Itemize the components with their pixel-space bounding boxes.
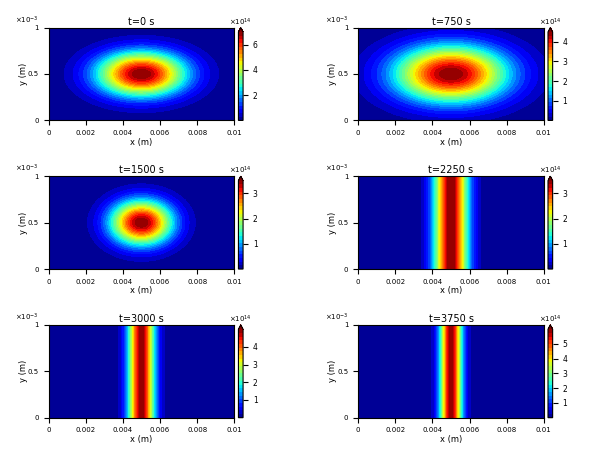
Title: $\times10^{14}$: $\times10^{14}$: [539, 165, 561, 176]
Title: $\times10^{14}$: $\times10^{14}$: [539, 16, 561, 28]
Title: t=3750 s: t=3750 s: [429, 314, 473, 324]
Y-axis label: y (m): y (m): [19, 63, 28, 85]
PathPatch shape: [548, 28, 552, 32]
Y-axis label: y (m): y (m): [328, 63, 337, 85]
Text: $\times10^{-3}$: $\times10^{-3}$: [325, 163, 348, 174]
Title: $\times10^{14}$: $\times10^{14}$: [229, 313, 252, 325]
Y-axis label: y (m): y (m): [328, 360, 337, 382]
Title: t=0 s: t=0 s: [128, 17, 155, 27]
X-axis label: x (m): x (m): [440, 286, 462, 295]
X-axis label: x (m): x (m): [440, 138, 462, 146]
Y-axis label: y (m): y (m): [328, 212, 337, 234]
X-axis label: x (m): x (m): [131, 138, 152, 146]
Title: t=3000 s: t=3000 s: [119, 314, 164, 324]
X-axis label: x (m): x (m): [131, 286, 152, 295]
Text: $\times10^{-3}$: $\times10^{-3}$: [15, 14, 39, 26]
PathPatch shape: [548, 325, 552, 329]
X-axis label: x (m): x (m): [131, 435, 152, 444]
PathPatch shape: [239, 28, 243, 32]
Y-axis label: y (m): y (m): [19, 360, 28, 382]
Text: $\times10^{-3}$: $\times10^{-3}$: [15, 163, 39, 174]
PathPatch shape: [239, 176, 243, 180]
Title: t=2250 s: t=2250 s: [429, 165, 473, 175]
Text: $\times10^{-3}$: $\times10^{-3}$: [325, 312, 348, 323]
Title: $\times10^{14}$: $\times10^{14}$: [229, 165, 252, 176]
Text: $\times10^{-3}$: $\times10^{-3}$: [15, 312, 39, 323]
PathPatch shape: [548, 176, 552, 180]
Y-axis label: y (m): y (m): [19, 212, 28, 234]
Text: $\times10^{-3}$: $\times10^{-3}$: [325, 14, 348, 26]
X-axis label: x (m): x (m): [440, 435, 462, 444]
Title: t=1500 s: t=1500 s: [119, 165, 164, 175]
Title: $\times10^{14}$: $\times10^{14}$: [229, 16, 252, 28]
PathPatch shape: [239, 325, 243, 329]
Title: t=750 s: t=750 s: [432, 17, 470, 27]
Title: $\times10^{14}$: $\times10^{14}$: [539, 313, 561, 325]
